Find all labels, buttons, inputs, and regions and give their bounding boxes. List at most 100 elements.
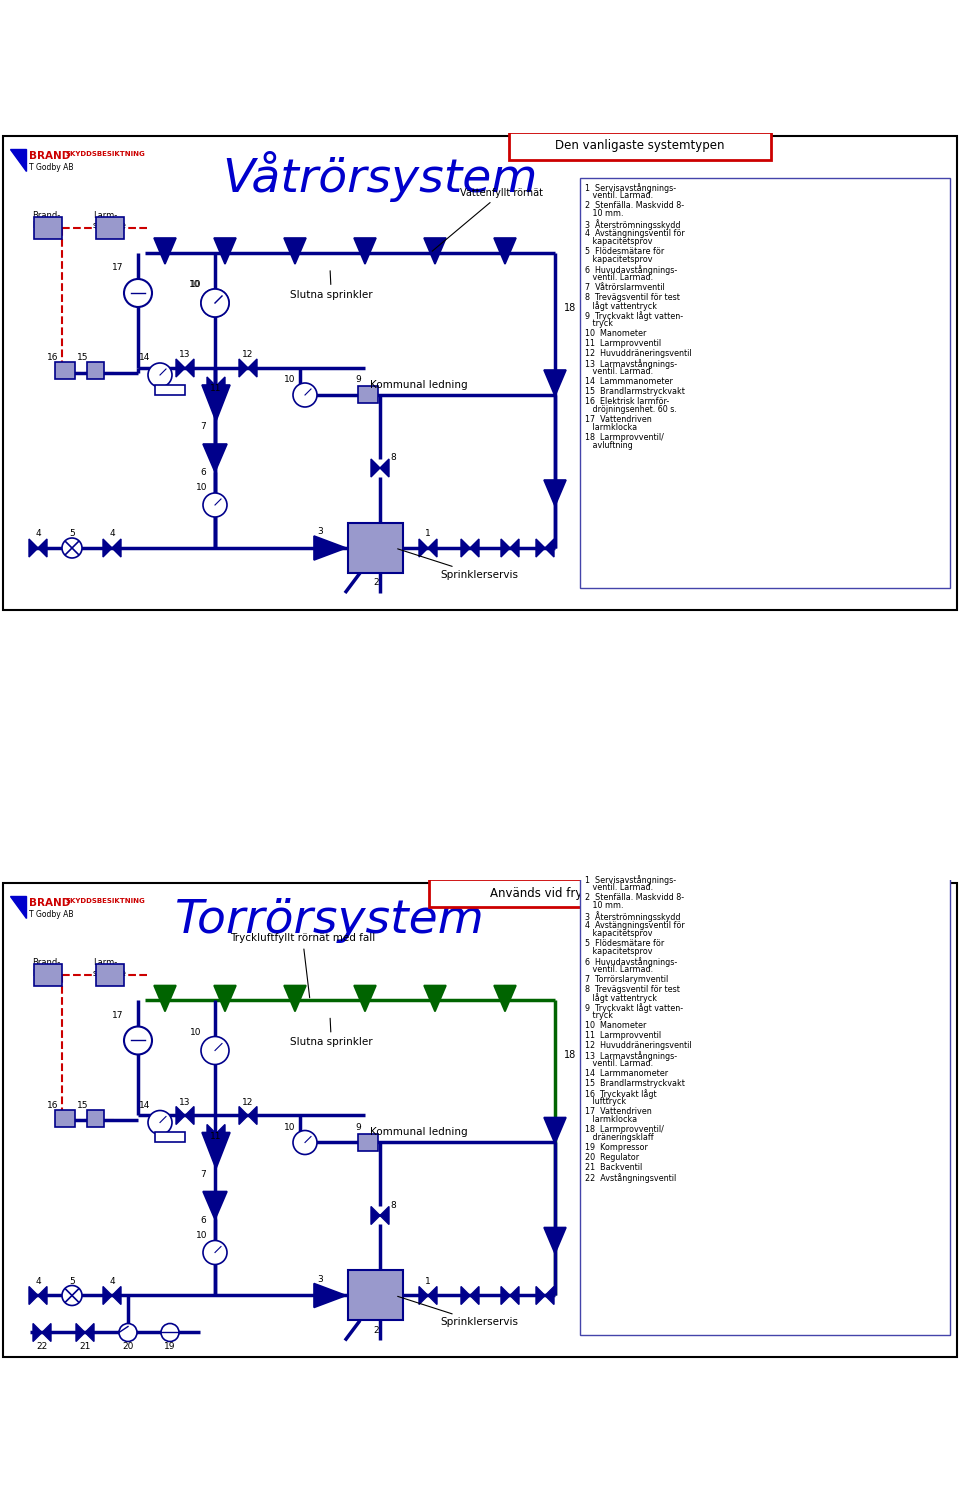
Polygon shape	[419, 1286, 437, 1304]
Polygon shape	[544, 1228, 566, 1253]
Text: Larm-
sändare: Larm- sändare	[93, 212, 127, 230]
Text: ventil. Larmad.: ventil. Larmad.	[585, 273, 653, 282]
Text: Våtrörsystem: Våtrörsystem	[223, 152, 538, 203]
Bar	[348, 1270, 403, 1321]
Polygon shape	[33, 1324, 51, 1342]
Text: BRAND: BRAND	[29, 152, 70, 161]
Polygon shape	[424, 239, 446, 264]
Polygon shape	[544, 480, 566, 506]
Polygon shape	[154, 986, 176, 1012]
Circle shape	[201, 290, 229, 317]
Text: 17: 17	[112, 264, 124, 273]
Text: 22: 22	[36, 1342, 48, 1351]
Text: 7: 7	[200, 1169, 205, 1178]
Polygon shape	[284, 239, 306, 264]
Text: 13  Larmavstångnings-: 13 Larmavstångnings-	[585, 359, 677, 369]
Text: 2  Stenfälla. Maskvidd 8-: 2 Stenfälla. Maskvidd 8-	[585, 893, 684, 902]
Text: 13: 13	[180, 351, 191, 360]
Text: T Godby AB: T Godby AB	[29, 164, 74, 173]
Text: 10: 10	[189, 281, 201, 290]
Text: Den vanligaste systemtypen: Den vanligaste systemtypen	[555, 140, 725, 153]
Bar	[86, 1111, 104, 1127]
Polygon shape	[544, 371, 566, 396]
Text: 14: 14	[139, 1102, 151, 1111]
Bar	[96, 965, 124, 986]
Text: 10: 10	[196, 483, 207, 492]
Text: 15  Brandlarmstryckvakt: 15 Brandlarmstryckvakt	[585, 387, 684, 396]
Text: SKYDDSBESIKTNING: SKYDDSBESIKTNING	[65, 152, 145, 158]
Text: 8  Trevägsventil för test: 8 Trevägsventil för test	[585, 986, 680, 995]
Text: 5  Flödesmätare för: 5 Flödesmätare för	[585, 248, 664, 257]
Polygon shape	[501, 539, 519, 557]
Polygon shape	[10, 896, 26, 919]
Text: Brand-
larmc.: Brand- larmc.	[32, 212, 60, 230]
Text: tryck: tryck	[585, 1012, 613, 1021]
Text: 10: 10	[190, 281, 202, 290]
Circle shape	[293, 1130, 317, 1154]
FancyBboxPatch shape	[429, 880, 671, 908]
Text: lufttryck: lufttryck	[585, 1097, 626, 1106]
Circle shape	[203, 1240, 227, 1264]
Text: T Godby AB: T Godby AB	[29, 911, 74, 920]
Text: Används vid frysrisk: Används vid frysrisk	[490, 887, 610, 901]
Polygon shape	[354, 239, 376, 264]
Text: 9: 9	[355, 375, 361, 384]
Polygon shape	[501, 1286, 519, 1304]
Text: 19  Kompressor: 19 Kompressor	[585, 1144, 648, 1153]
Text: 5: 5	[69, 1277, 75, 1286]
Text: larmklocka: larmklocka	[585, 423, 637, 432]
Text: Sprinklerservis: Sprinklerservis	[397, 1297, 518, 1327]
Polygon shape	[239, 359, 257, 377]
Polygon shape	[103, 539, 121, 557]
Text: ventil. Larmad.: ventil. Larmad.	[585, 191, 653, 200]
Text: 11  Larmprovventil: 11 Larmprovventil	[585, 339, 661, 348]
Text: Tryckluftfyllt rörnät med fall: Tryckluftfyllt rörnät med fall	[230, 934, 375, 998]
Text: 3: 3	[317, 1274, 323, 1283]
Text: 3: 3	[317, 527, 323, 536]
Text: Larm-
sändare: Larm- sändare	[93, 959, 127, 977]
Polygon shape	[461, 539, 479, 557]
Bar	[86, 363, 104, 380]
Bar	[96, 218, 124, 239]
Text: 2  Stenfälla. Maskvidd 8-: 2 Stenfälla. Maskvidd 8-	[585, 201, 684, 210]
Polygon shape	[207, 377, 225, 395]
Text: 18: 18	[564, 1051, 576, 1061]
Polygon shape	[214, 239, 236, 264]
Text: 8: 8	[390, 1201, 396, 1210]
Text: Kommunal ledning: Kommunal ledning	[370, 380, 468, 390]
Text: ventil. Larmad.: ventil. Larmad.	[585, 965, 653, 974]
Text: 12  Huvuddräneringsventil: 12 Huvuddräneringsventil	[585, 350, 691, 359]
Polygon shape	[239, 1106, 257, 1124]
Text: 7  Torrörslarymventil: 7 Torrörslarymventil	[585, 976, 668, 985]
Polygon shape	[202, 1132, 230, 1168]
Text: dröjningsenhet. 60 s.: dröjningsenhet. 60 s.	[585, 405, 677, 414]
Text: 11: 11	[210, 1132, 222, 1141]
Text: kapacitetsprov: kapacitetsprov	[585, 255, 653, 264]
Text: 5  Flödesmätare för: 5 Flödesmätare för	[585, 940, 664, 949]
Polygon shape	[29, 1286, 47, 1304]
Circle shape	[119, 1324, 137, 1342]
Text: 16  Elektrisk larmför-: 16 Elektrisk larmför-	[585, 396, 669, 405]
Text: 1: 1	[425, 530, 431, 539]
Text: 21: 21	[80, 1342, 90, 1351]
Polygon shape	[176, 359, 194, 377]
Text: 10  Manometer: 10 Manometer	[585, 1022, 646, 1031]
Text: 17: 17	[112, 1012, 124, 1021]
Text: ventil. Larmad.: ventil. Larmad.	[585, 368, 653, 375]
Text: 1  Servisavstångnings-: 1 Servisavstångnings-	[585, 875, 676, 886]
Polygon shape	[214, 986, 236, 1012]
Polygon shape	[494, 986, 516, 1012]
Circle shape	[201, 1037, 229, 1064]
Text: 4  Avstängningsventil för: 4 Avstängningsventil för	[585, 230, 684, 239]
Text: BRAND: BRAND	[29, 899, 70, 908]
Text: tryck: tryck	[585, 320, 613, 329]
Text: Brand-
larmc.: Brand- larmc.	[32, 959, 60, 977]
Text: 17  Vattendriven: 17 Vattendriven	[585, 414, 652, 423]
Text: 16: 16	[47, 1102, 59, 1111]
Text: 14: 14	[139, 354, 151, 363]
Text: 14  Larmmanometer: 14 Larmmanometer	[585, 1070, 668, 1079]
Circle shape	[62, 537, 82, 558]
Polygon shape	[203, 444, 227, 471]
Text: 20  Regulator: 20 Regulator	[585, 1153, 639, 1162]
Text: 11: 11	[210, 384, 222, 393]
